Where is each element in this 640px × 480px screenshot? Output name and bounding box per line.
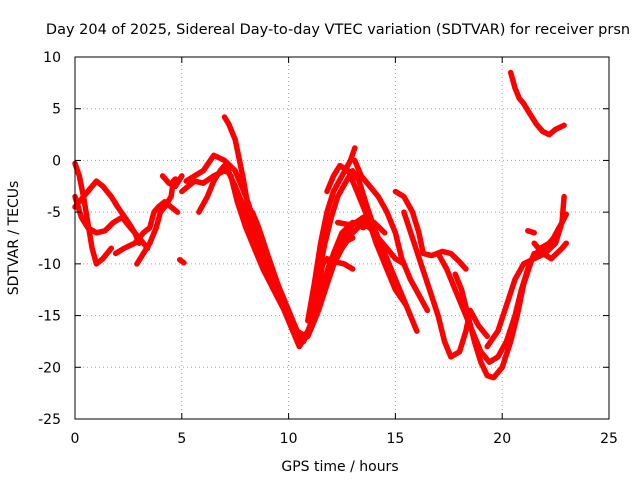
chart-title: Day 204 of 2025, Sidereal Day-to-day VTE… xyxy=(46,22,630,38)
series-sat-a xyxy=(72,160,115,267)
y-tick-label: -25 xyxy=(38,412,61,428)
series-sat-q xyxy=(334,219,407,267)
x-tick-label: 25 xyxy=(600,431,618,447)
series-sat-y xyxy=(542,211,570,252)
series-sat-l xyxy=(249,209,356,345)
series-sat-n xyxy=(315,168,420,334)
x-tick-label: 20 xyxy=(493,431,511,447)
data-series xyxy=(72,69,570,381)
y-tick-label: 5 xyxy=(52,102,61,118)
y-tick-label: -5 xyxy=(47,205,61,221)
series-sat-f xyxy=(159,173,185,190)
x-tick-label: 5 xyxy=(177,431,186,447)
axis-ticks: 0 5 10 15 20 25 -25 -20 -15 -10 -5 0 5 10 xyxy=(38,50,618,447)
plot-frame xyxy=(74,56,610,420)
y-tick-label: -15 xyxy=(38,309,61,325)
y-tick-label: 10 xyxy=(43,50,61,66)
x-tick-label: 10 xyxy=(280,431,298,447)
x-axis-label: GPS time / hours xyxy=(281,459,398,475)
series-sat-o xyxy=(324,162,409,308)
series-sat-g xyxy=(176,256,187,266)
series-sat-m xyxy=(305,145,358,324)
y-axis-label: SDTVAR / TECUs xyxy=(6,181,22,296)
y-tick-label: -10 xyxy=(38,257,61,273)
y-tick-label: 0 xyxy=(52,153,61,169)
x-tick-label: 0 xyxy=(71,431,80,447)
y-tick-label: -20 xyxy=(38,360,61,376)
series-sat-c xyxy=(72,178,142,246)
x-tick-label: 15 xyxy=(386,431,404,447)
series-sat-r xyxy=(392,188,469,272)
series-sat-z xyxy=(507,69,567,138)
grid-lines xyxy=(75,57,609,419)
series-sat-p xyxy=(352,157,431,314)
series-sat-w xyxy=(531,240,570,262)
series-sat-e xyxy=(134,176,179,267)
series-sat-s xyxy=(401,209,490,360)
series-sat-x xyxy=(525,228,537,236)
